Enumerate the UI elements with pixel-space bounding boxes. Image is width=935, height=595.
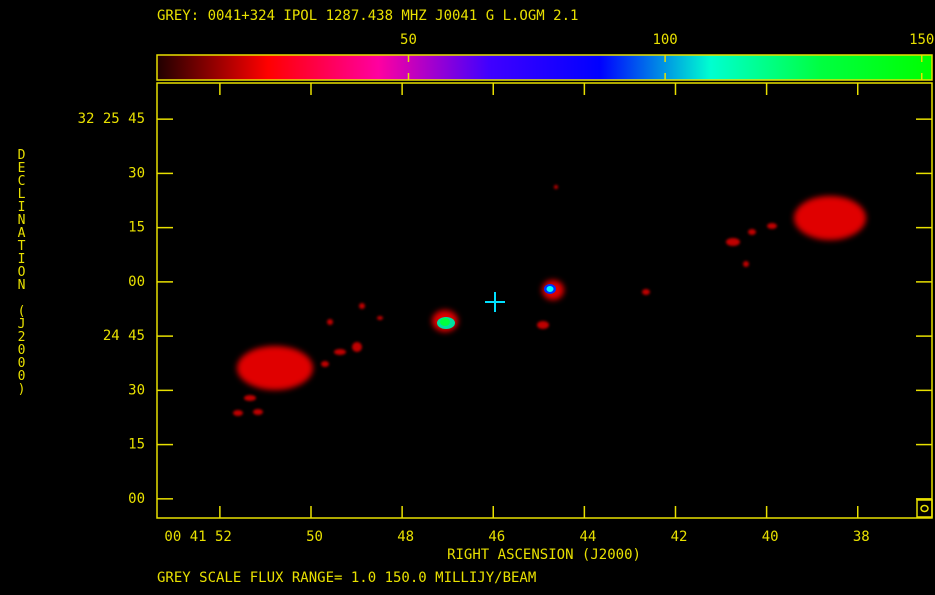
y-tick-label: 00	[128, 491, 145, 507]
y-tick-label: 24 45	[103, 328, 145, 344]
x-tick-label: 50	[306, 529, 323, 545]
x-tick-label: 48	[397, 529, 414, 545]
chart: GREY: 0041+324 IPOL 1287.438 MHZ J0041 G…	[0, 0, 935, 595]
x-tick-label: 00 41 52	[164, 529, 231, 545]
y-tick-label: 32 25 45	[78, 111, 145, 127]
colorbar-tick-label: 150	[909, 32, 934, 48]
chart-title: GREY: 0041+324 IPOL 1287.438 MHZ J0041 G…	[157, 8, 578, 24]
x-tick-label: 44	[580, 529, 597, 545]
page: GREY: 0041+324 IPOL 1287.438 MHZ J0041 G…	[0, 0, 935, 595]
colorbar-tick-label: 50	[400, 32, 417, 48]
x-tick-label: 38	[853, 529, 870, 545]
footer-note: GREY SCALE FLUX RANGE= 1.0 150.0 MILLIJY…	[157, 570, 536, 586]
y-tick-label: 00	[128, 274, 145, 290]
y-axis-label: DECLINATION (J2000)	[14, 148, 28, 395]
x-tick-label: 40	[762, 529, 779, 545]
plot-frame	[157, 83, 932, 518]
y-tick-label: 15	[128, 220, 145, 236]
y-tick-label: 30	[128, 382, 145, 398]
y-tick-label: 15	[128, 437, 145, 453]
center-marker	[485, 292, 505, 312]
radio-emission	[233, 185, 866, 416]
x-tick-label: 42	[671, 529, 688, 545]
y-tick-label: 30	[128, 165, 145, 181]
colorbar	[157, 55, 932, 80]
beam-box	[917, 500, 932, 517]
x-tick-label: 46	[488, 529, 505, 545]
colorbar-tick-label: 100	[652, 32, 677, 48]
x-axis-label: RIGHT ASCENSION (J2000)	[447, 547, 641, 563]
